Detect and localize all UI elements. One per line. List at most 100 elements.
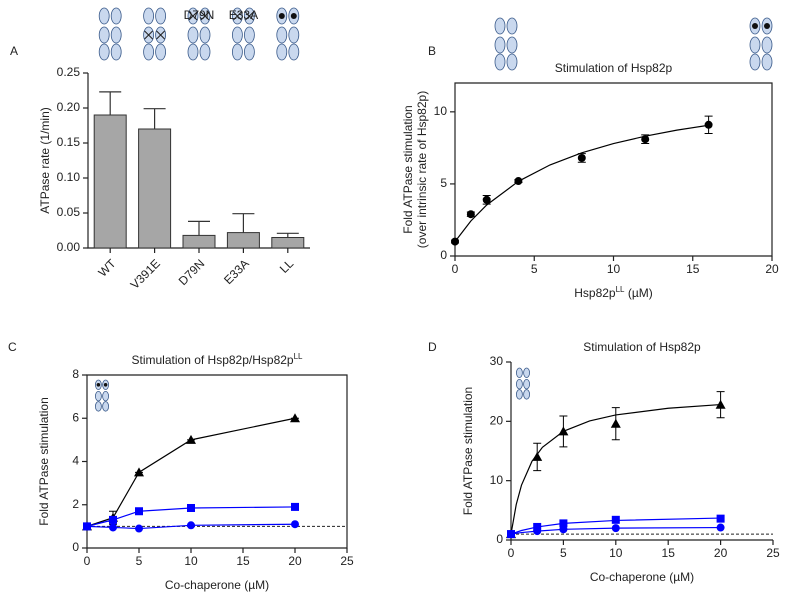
y-axis-label: Fold ATPase stimulation — [37, 397, 51, 526]
icon-dot — [752, 23, 758, 29]
icon-dot — [764, 23, 770, 29]
marker — [716, 523, 725, 532]
dimer-icon — [187, 7, 211, 61]
icon-domain — [761, 53, 773, 71]
marker — [533, 522, 542, 531]
y-axis-label: (over intrinsic rate of Hsp82p) — [415, 91, 429, 248]
icon-domain — [199, 26, 211, 44]
icon-domain — [749, 53, 761, 71]
dimer-icon — [95, 379, 109, 412]
marker — [451, 237, 459, 246]
x-tick-label: 5 — [560, 546, 567, 560]
marker — [577, 153, 586, 162]
fit-curve — [510, 517, 721, 535]
x-tick-label: WT — [95, 256, 119, 280]
marker — [715, 399, 726, 409]
fit-curve — [510, 403, 721, 535]
y-tick-label: 0 — [440, 248, 447, 262]
marker — [716, 514, 725, 523]
icon-domain — [187, 26, 199, 44]
x-tick-label: 0 — [452, 262, 459, 276]
chart-title: Stimulation of Hsp82p — [555, 61, 673, 75]
marker — [704, 120, 713, 129]
icon-domain — [523, 389, 530, 400]
icon-domain — [523, 367, 530, 379]
y-tick-label: 30 — [490, 354, 504, 368]
chart-title: Stimulation of Hsp82p/Hsp82pLL — [132, 352, 304, 368]
dimer-icon — [516, 367, 530, 400]
x-axis-label: Hsp82pLL (µM) — [574, 285, 653, 301]
y-tick-label: 0.15 — [57, 135, 81, 149]
x-tick-label: 0 — [84, 554, 91, 568]
x-tick-label: 5 — [136, 554, 143, 568]
y-tick-label: 0 — [72, 540, 79, 554]
marker — [611, 524, 620, 533]
icon-domain — [110, 7, 122, 25]
icon-domain — [199, 43, 211, 61]
y-tick-label: 0.05 — [57, 205, 81, 219]
marker — [610, 418, 621, 428]
marker — [533, 527, 542, 536]
dimer-icon — [231, 7, 255, 61]
icon-label: D79N — [184, 8, 215, 22]
y-tick-label: 2 — [72, 497, 79, 511]
y-tick-label: 5 — [440, 176, 447, 190]
marker — [135, 524, 143, 533]
y-tick-label: 0.25 — [57, 65, 81, 79]
x-axis-label: Co-chaperone (µM) — [165, 578, 269, 592]
icon-cross — [200, 11, 210, 21]
x-tick-label: 20 — [765, 262, 779, 276]
icon-domain — [110, 26, 122, 44]
marker — [187, 521, 195, 530]
icon-domain — [243, 26, 255, 44]
icon-domain — [98, 7, 110, 25]
y-tick-label: 8 — [72, 367, 79, 381]
marker — [109, 523, 117, 532]
panel-label: C — [8, 340, 17, 354]
marker — [611, 515, 620, 524]
marker — [83, 522, 91, 531]
chart-title-main: Stimulation of Hsp82p/Hsp82p — [132, 353, 294, 367]
marker — [532, 451, 543, 461]
marker — [466, 210, 475, 219]
marker — [135, 507, 143, 516]
icon-dot — [278, 13, 285, 19]
icon-dot — [103, 383, 108, 387]
icon-domain — [523, 379, 530, 390]
x-tick-label: 20 — [288, 554, 302, 568]
x-tick-label: D79N — [176, 256, 208, 288]
icon-domain — [187, 43, 199, 61]
x-tick-label: 10 — [607, 262, 621, 276]
icon-domain — [506, 17, 518, 35]
icon-cross — [245, 11, 254, 21]
bar — [226, 232, 260, 249]
fit-curve — [454, 124, 709, 242]
axis-line — [510, 362, 773, 541]
marker — [514, 177, 523, 186]
marker — [507, 530, 515, 539]
bar — [271, 237, 305, 249]
marker — [109, 515, 117, 524]
y-axis-label: ATPase rate (1/min) — [38, 107, 52, 213]
icon-dot — [290, 13, 297, 19]
marker — [134, 467, 144, 477]
dimer-icon — [494, 17, 518, 71]
icon-dot — [96, 383, 101, 387]
x-tick-label: 25 — [766, 546, 780, 560]
marker — [482, 195, 491, 204]
x-axis-label-rest: (µM) — [625, 286, 653, 300]
x-axis-label: Co-chaperone (µM) — [590, 570, 694, 584]
dimer-icon — [143, 7, 167, 61]
x-tick-label: 20 — [714, 546, 728, 560]
marker — [559, 519, 568, 528]
marker — [290, 413, 300, 423]
icon-domain — [494, 17, 506, 35]
x-axis-label-main: Hsp82p — [574, 286, 616, 300]
panel-label: D — [428, 340, 437, 354]
icon-domain — [231, 43, 243, 61]
x-axis-label-sup: LL — [616, 285, 625, 294]
panel-label: B — [428, 44, 436, 58]
icon-domain — [231, 26, 243, 44]
icon-domain — [95, 401, 102, 412]
